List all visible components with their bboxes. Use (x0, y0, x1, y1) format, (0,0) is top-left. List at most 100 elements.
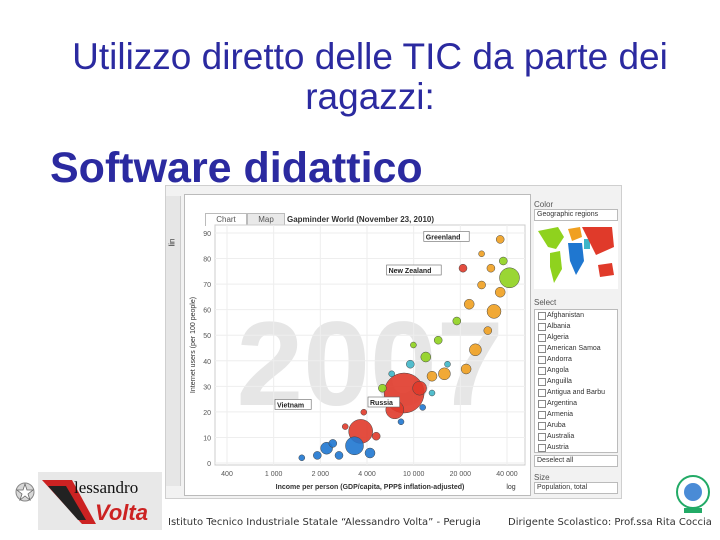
country-bubble[interactable] (364, 447, 376, 459)
country-list-item[interactable]: Austria (535, 442, 617, 452)
chart-title: Gapminder World (November 23, 2010) (287, 215, 435, 224)
country-bubble[interactable] (452, 316, 462, 326)
country-label-box (367, 396, 400, 408)
slide-subtitle: Software didattico (50, 144, 423, 192)
x-scale-label[interactable]: log (506, 484, 515, 491)
country-list-item[interactable]: Afghanistan (535, 310, 617, 321)
y-axis-label: Internet users (per 100 people) (190, 297, 197, 393)
quality-certification-seal (676, 475, 710, 513)
x-axis-label: Income per person (GDP/capita, PPP$ infl… (276, 484, 465, 491)
country-bubble[interactable] (419, 404, 426, 411)
y-tick-label: 60 (203, 308, 211, 315)
y-tick-label: 80 (203, 257, 211, 264)
x-tick-label: 4 000 (358, 471, 376, 478)
bubble-plot[interactable]: 2007 90 80 70 60 50 40 30 20 10 0 400 1 000 2 000 4 00… (185, 195, 530, 495)
deselect-all-button[interactable]: Deselect all (534, 455, 618, 467)
y-tick-label: 20 (203, 410, 211, 417)
country-bubble[interactable] (428, 389, 436, 397)
country-bubble[interactable] (483, 326, 493, 335)
country-bubble[interactable] (477, 280, 486, 290)
country-list-item[interactable]: Angola (535, 365, 617, 376)
country-label: Greenland (426, 234, 461, 241)
country-label: Russia (370, 400, 393, 407)
x-tick-label: 40 000 (496, 471, 518, 478)
country-list-item[interactable]: American Samoa (535, 343, 617, 354)
country-bubble[interactable] (460, 363, 472, 375)
country-list[interactable]: Afghanistan Albania Algeria American Samoa A… (534, 309, 618, 453)
country-list-item[interactable]: Argentina (535, 398, 617, 409)
country-bubble[interactable] (397, 418, 405, 426)
country-bubble[interactable] (486, 263, 496, 273)
country-bubble[interactable] (495, 235, 505, 244)
country-bubble[interactable] (499, 267, 520, 289)
country-list-item[interactable]: Australia (535, 431, 617, 442)
y-tick-label: 30 (203, 384, 211, 391)
country-bubble[interactable] (378, 383, 387, 393)
country-bubble[interactable] (371, 431, 381, 441)
country-list-item[interactable]: Aruba (535, 420, 617, 431)
tab-map[interactable]: Map (247, 213, 285, 226)
x-tick-label: 10 000 (403, 471, 425, 478)
color-select[interactable]: Geographic regions (534, 209, 618, 221)
country-bubble[interactable] (458, 263, 468, 273)
country-bubble[interactable] (494, 286, 506, 298)
footer-principal: Dirigente Scolastico: Prof.ssa Rita Cocc… (508, 517, 712, 528)
y-axis-scale-tab[interactable]: lin (166, 196, 181, 486)
country-bubble[interactable] (410, 341, 417, 349)
country-bubble[interactable] (444, 360, 451, 368)
volta-logo-mark (42, 480, 96, 524)
y-tick-label: 90 (203, 231, 211, 238)
y-tick-label: 10 (203, 435, 211, 442)
world-map-icon (534, 221, 618, 289)
year-watermark: 2007 (237, 297, 504, 431)
country-bubble[interactable] (469, 343, 482, 357)
slide-title: Utilizzo diretto delle TIC da parte dei … (72, 36, 668, 117)
x-tick-label: 20 000 (450, 471, 472, 478)
country-bubble[interactable] (426, 370, 438, 382)
country-bubble[interactable] (420, 351, 432, 363)
country-list-item[interactable]: Andorra (535, 354, 617, 365)
gapminder-window: lin Chart Map Gapminder World (November … (165, 185, 622, 499)
tab-chart[interactable]: Chart (205, 213, 247, 226)
volta-logo: lessandro Volta (38, 472, 162, 530)
country-bubble[interactable] (499, 256, 508, 266)
country-list-item[interactable]: Albania (535, 321, 617, 332)
country-label-box (386, 264, 442, 276)
country-label-box (423, 231, 470, 242)
country-list-item[interactable]: Armenia (535, 409, 617, 420)
x-tick-label: 2 000 (312, 471, 330, 478)
chart-area[interactable]: Chart Map Gapminder World (November 23, … (184, 194, 531, 496)
country-bubble[interactable] (334, 451, 344, 460)
country-bubble[interactable] (341, 423, 349, 430)
country-bubble[interactable] (328, 439, 338, 448)
country-bubble[interactable] (478, 250, 485, 258)
country-label-box (274, 399, 312, 410)
country-bubble[interactable] (486, 304, 502, 319)
logo-text-volta: Volta (95, 500, 148, 525)
size-select[interactable]: Population, total (534, 482, 618, 494)
y-tick-label: 40 (203, 359, 211, 366)
color-title: Color (534, 200, 554, 209)
y-scale-label[interactable]: lin (167, 238, 177, 247)
country-bubble[interactable] (412, 380, 427, 396)
country-bubble[interactable] (313, 451, 322, 460)
y-tick-label: 0 (207, 461, 211, 468)
country-label: New Zealand (389, 268, 432, 275)
country-bubble[interactable] (345, 436, 364, 456)
logo-text-lessandro: lessandro (74, 478, 139, 497)
country-list-item[interactable]: Antigua and Barbu (535, 387, 617, 398)
country-bubble[interactable] (388, 370, 395, 378)
country-list-item[interactable]: Anguilla (535, 376, 617, 387)
country-list-item[interactable]: Algeria (535, 332, 617, 343)
country-bubble[interactable] (360, 408, 368, 416)
country-bubble[interactable] (463, 298, 475, 310)
footer-school: Istituto Tecnico Industriale Statale “Al… (168, 517, 481, 528)
country-label: Vietnam (277, 402, 304, 409)
country-bubble[interactable] (406, 359, 415, 369)
country-bubble[interactable] (438, 367, 451, 381)
country-bubble[interactable] (433, 335, 443, 345)
country-bubble[interactable] (298, 454, 306, 462)
x-tick-label: 400 (221, 471, 233, 478)
y-tick-label: 50 (203, 333, 211, 340)
italian-republic-emblem (15, 482, 35, 502)
